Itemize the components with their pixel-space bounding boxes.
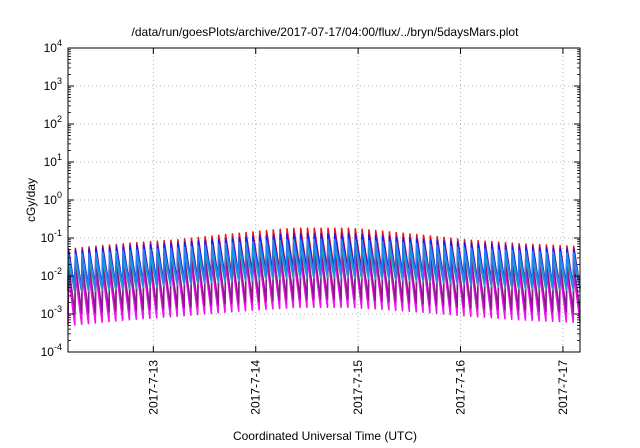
x-tick-label: 2017-7-13 <box>146 360 160 415</box>
y-tick-label: 10-1 <box>41 228 62 245</box>
y-tick-label: 103 <box>44 76 62 93</box>
series-line <box>67 248 581 315</box>
y-tick-label: 10-3 <box>41 304 62 321</box>
y-tick-label: 10-2 <box>41 266 62 283</box>
x-axis: 2017-7-13 2017-7-14 2017-7-15 2017-7-16 2017… <box>146 48 570 415</box>
y-tick-label: 102 <box>44 114 62 131</box>
x-tick-label: 2017-7-16 <box>454 360 468 415</box>
y-axis: 10-4 10-3 10-2 10-1 100 101 102 103 104 <box>41 38 580 359</box>
x-tick-label: 2017-7-17 <box>556 360 570 415</box>
x-axis-label: Coordinated Universal Time (UTC) <box>233 429 417 443</box>
y-axis-label: cGy/day <box>24 178 38 222</box>
y-tick-label: 10-4 <box>41 342 62 359</box>
series-line <box>67 238 581 291</box>
x-tick-label: 2017-7-14 <box>249 360 263 415</box>
series-line <box>67 257 581 326</box>
y-tick-label: 101 <box>44 152 62 169</box>
series-group <box>67 227 581 326</box>
y-tick-label: 104 <box>44 38 62 55</box>
y-tick-label: 100 <box>44 190 62 207</box>
x-tick-label: 2017-7-15 <box>351 360 365 415</box>
chart-title: /data/run/goesPlots/archive/2017-07-17/0… <box>132 25 520 39</box>
